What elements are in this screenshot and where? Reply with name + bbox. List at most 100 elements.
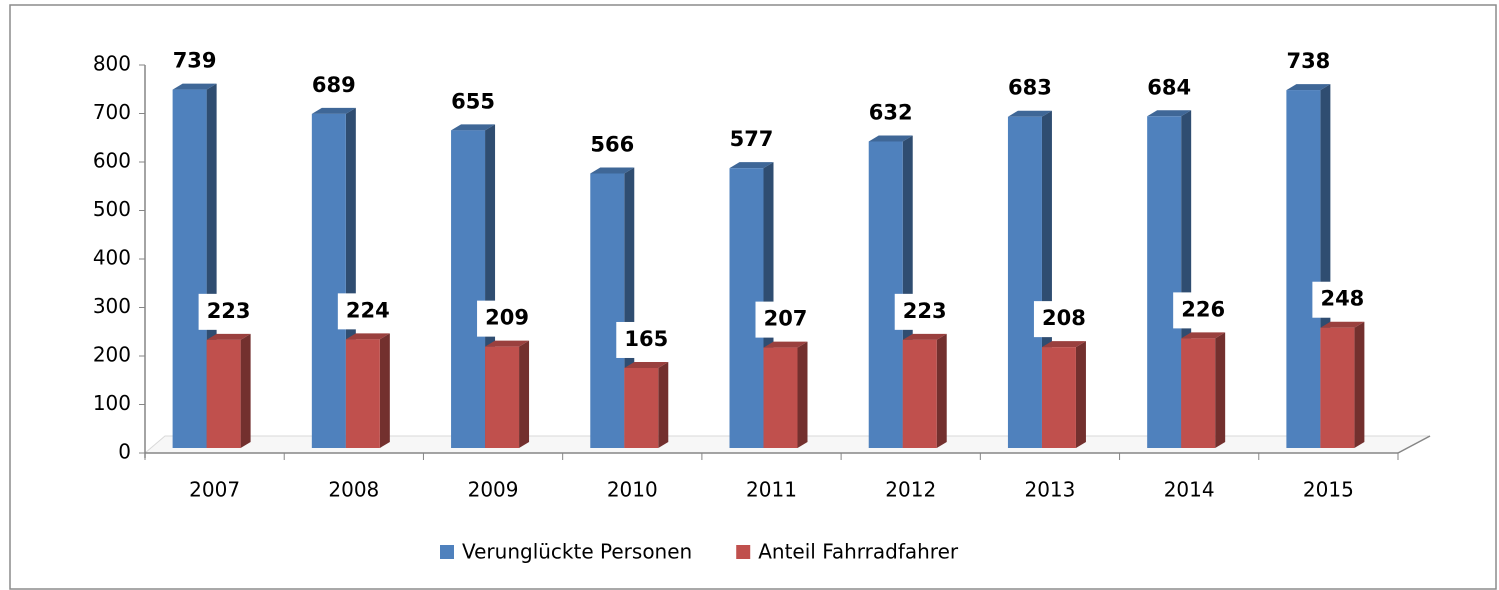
bar-face [1041,347,1076,448]
x-tick-label: 2014 [1164,478,1215,502]
x-tick-label: 2012 [885,478,936,502]
bar-face [1075,341,1086,448]
value-label: 226 [1181,297,1225,321]
bar [624,361,669,448]
bar-face [590,173,625,449]
value-label: 224 [346,298,390,322]
bar-face [311,113,346,449]
value-label: 207 [764,307,808,331]
bar-face [1286,84,1331,91]
bar-face [240,333,251,448]
value-label: 655 [451,89,495,113]
bar-face [902,333,947,340]
bar-face [451,124,496,131]
bar [311,107,356,449]
value-label: 632 [869,100,913,124]
bar-face [451,130,486,448]
value-label: 248 [1320,287,1364,311]
y-tick-label: 0 [118,440,131,464]
x-tick-label: 2007 [189,478,240,502]
bar-face [345,339,380,448]
value-label-box [755,301,816,338]
bar [763,341,808,448]
y-tick-label: 500 [93,197,131,221]
bar-face [172,83,217,90]
bar-face [345,333,390,340]
value-label: 738 [1286,49,1330,73]
x-tick-label: 2010 [607,478,658,502]
bar-face [1286,90,1321,448]
value-label: 165 [624,327,668,351]
x-tick-label: 2011 [746,478,797,502]
bar-face [868,135,913,142]
value-label-box [1312,281,1373,318]
bar-face [1041,341,1086,348]
legend-swatch [736,545,751,559]
bar-face [1320,321,1365,328]
value-label-box [1173,292,1234,329]
bar [345,333,390,448]
y-tick-label: 700 [93,100,131,124]
value-label-box [616,321,677,358]
bar [172,83,217,449]
bar-face [1215,332,1226,448]
bar [1320,321,1365,448]
bar-face [763,341,808,348]
value-label: 577 [730,127,774,151]
bar-face [936,333,947,448]
y-tick-label: 100 [93,391,131,415]
bar-face [1147,110,1192,117]
x-tick-label: 2013 [1024,478,1075,502]
value-label: 689 [312,73,356,97]
bar-face [1007,110,1052,117]
x-tick-label: 2015 [1303,478,1354,502]
value-label: 683 [1008,76,1052,100]
value-label: 209 [485,306,529,330]
bar-face [1181,338,1216,448]
value-label-box [1033,301,1094,338]
bar-face [797,341,808,448]
bar-face [172,89,207,449]
bar [1041,341,1086,448]
bar-face [1320,327,1355,448]
x-axis-depth [1397,435,1431,454]
y-tick-label: 800 [93,52,131,76]
value-label: 739 [173,49,217,73]
value-label: 684 [1147,75,1191,99]
value-label-box [477,300,538,337]
x-tick-label: 2008 [328,478,379,502]
y-tick-label: 300 [93,294,131,318]
y-tick-label: 400 [93,246,131,270]
bar [485,340,530,448]
x-tick-label: 2009 [468,478,519,502]
value-label-box [198,293,259,330]
bar-face [206,339,241,448]
legend-label: Verunglückte Personen [462,540,692,564]
bar [206,333,251,448]
bar-face [624,367,659,448]
bar-face [379,333,390,448]
value-label: 223 [903,299,947,323]
bar-face [485,340,530,347]
bar-face [206,333,251,340]
bar-face [729,162,774,169]
bar-face [1354,321,1365,448]
bar-face [1147,116,1182,448]
value-label-box [894,293,955,330]
bar [902,333,947,448]
y-tick-label: 600 [93,149,131,173]
chart-border [9,4,1497,590]
bar-face [485,346,520,448]
value-label: 566 [590,132,634,156]
bar-face [311,107,356,114]
bar-face [902,339,937,448]
value-label-box [337,293,398,330]
bar-face [519,340,530,448]
bar-face [1007,116,1042,449]
value-label: 208 [1042,306,1086,330]
bar-face [658,361,669,448]
bar [1181,332,1226,448]
bar-face [1181,332,1226,339]
bar-face [590,167,635,174]
